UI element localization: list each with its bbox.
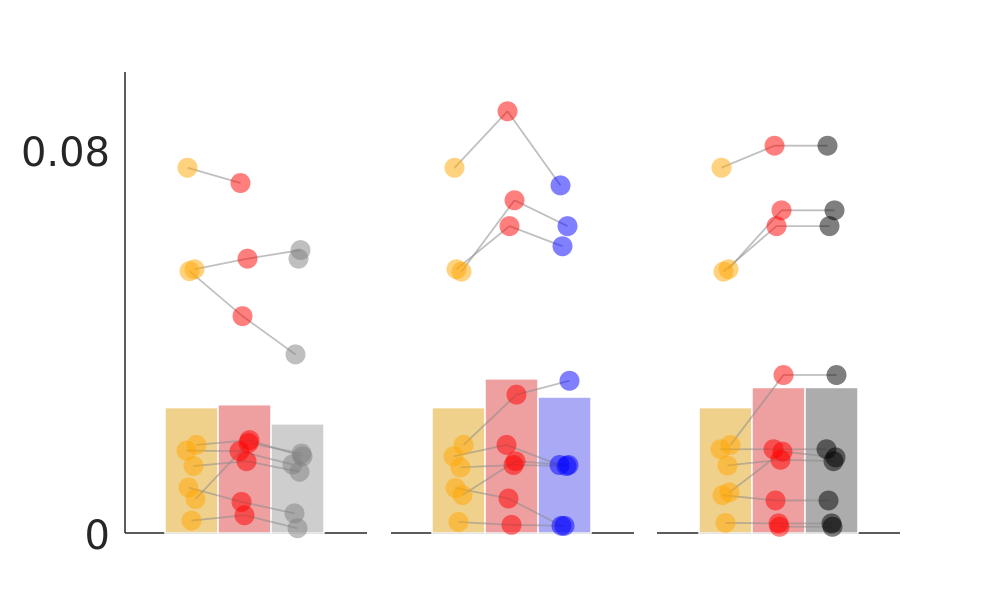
data-point-panel-2 xyxy=(558,455,579,476)
subject-line-panel-1 xyxy=(188,270,244,317)
subject-line-panel-3 xyxy=(729,374,785,446)
data-point-panel-2 xyxy=(504,190,525,211)
data-point-panel-2 xyxy=(444,157,465,178)
data-point-panel-1 xyxy=(234,505,255,526)
data-point-panel-2 xyxy=(557,216,578,237)
y-tick-label-top: 0.08 xyxy=(21,130,110,176)
data-point-panel-1 xyxy=(236,451,257,472)
data-point-panel-1 xyxy=(287,518,308,539)
subject-line-panel-2 xyxy=(462,393,518,446)
y-tick-label-bottom: 0 xyxy=(85,513,110,559)
data-point-panel-3 xyxy=(711,157,732,178)
data-point-panel-3 xyxy=(771,200,792,221)
data-point-panel-2 xyxy=(448,511,469,532)
data-point-panel-2 xyxy=(559,370,580,391)
data-point-panel-1 xyxy=(237,248,258,269)
data-point-panel-1 xyxy=(230,173,251,194)
data-point-panel-1 xyxy=(285,344,306,365)
data-point-panel-2 xyxy=(506,384,527,405)
data-point-panel-2 xyxy=(552,236,573,257)
data-point-panel-2 xyxy=(499,216,520,237)
data-point-panel-1 xyxy=(179,261,200,282)
data-point-panel-2 xyxy=(497,101,518,122)
data-point-panel-1 xyxy=(183,455,204,476)
subject-line-panel-1 xyxy=(241,315,297,356)
data-point-panel-3 xyxy=(825,447,846,468)
data-point-panel-3 xyxy=(717,455,738,476)
data-point-panel-3 xyxy=(822,516,843,537)
subject-line-panel-2 xyxy=(453,110,509,169)
panel-1 xyxy=(125,157,367,539)
data-point-panel-3 xyxy=(819,216,840,237)
data-point-panel-2 xyxy=(550,175,571,196)
data-point-panel-1 xyxy=(238,432,259,453)
data-point-panel-3 xyxy=(773,365,794,386)
data-point-panel-2 xyxy=(452,485,473,506)
data-point-panel-1 xyxy=(181,510,202,531)
data-point-panel-1 xyxy=(284,503,305,524)
data-point-panel-2 xyxy=(446,259,467,280)
data-point-panel-2 xyxy=(554,515,575,536)
data-point-panel-1 xyxy=(232,306,253,327)
data-point-panel-3 xyxy=(765,490,786,511)
data-point-panel-1 xyxy=(289,461,310,482)
data-point-panel-2 xyxy=(505,451,526,472)
data-point-panel-3 xyxy=(818,490,839,511)
data-point-panel-2 xyxy=(501,514,522,535)
data-point-panel-2 xyxy=(450,457,471,478)
subject-line-panel-2 xyxy=(506,110,562,186)
data-point-panel-3 xyxy=(715,512,736,533)
panel-3 xyxy=(657,135,900,537)
data-point-panel-3 xyxy=(713,261,734,282)
data-point-panel-3 xyxy=(766,216,787,237)
data-point-panel-1 xyxy=(291,443,312,464)
data-point-panel-1 xyxy=(177,157,198,178)
data-point-panel-3 xyxy=(719,482,740,503)
data-point-panel-1 xyxy=(176,440,197,461)
data-point-panel-2 xyxy=(496,434,517,455)
data-point-panel-3 xyxy=(826,365,847,386)
data-point-panel-3 xyxy=(764,135,785,156)
data-point-panel-1 xyxy=(288,248,309,269)
subject-line-panel-2 xyxy=(455,225,511,270)
data-point-panel-2 xyxy=(498,488,519,509)
data-point-panel-3 xyxy=(772,441,793,462)
data-point-panel-1 xyxy=(185,489,206,510)
subject-line-panel-2 xyxy=(460,199,516,273)
data-point-panel-3 xyxy=(817,135,838,156)
panel-2 xyxy=(391,101,634,536)
panels-layer xyxy=(125,101,900,539)
data-point-panel-3 xyxy=(710,439,731,460)
data-point-panel-3 xyxy=(824,200,845,221)
data-point-panel-3 xyxy=(769,516,790,537)
